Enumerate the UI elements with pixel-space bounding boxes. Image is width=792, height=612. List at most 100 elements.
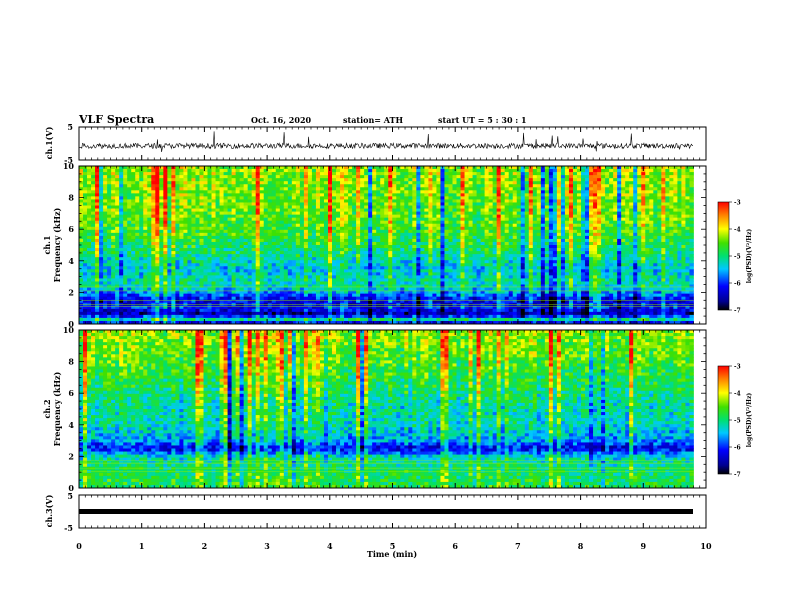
spectrogram-cell <box>303 281 309 285</box>
spectrogram-cell <box>332 320 337 325</box>
spectrogram-cell <box>424 166 429 170</box>
spectrogram-cell <box>207 178 212 182</box>
spectrogram-cell <box>91 175 96 179</box>
spectrogram-cell <box>440 178 445 182</box>
spectrogram-cell <box>295 235 301 240</box>
spectrogram-cell <box>307 217 313 222</box>
spectrogram-cell <box>364 287 369 291</box>
spectrogram-cell <box>287 205 293 209</box>
spectrogram-cell <box>171 287 176 291</box>
spectrogram-cell <box>195 172 200 176</box>
spectrogram-cell <box>307 311 313 316</box>
spectrogram-cell <box>303 269 309 273</box>
spectrogram-cell <box>392 166 397 170</box>
spectrogram-cell <box>263 196 269 200</box>
spectrogram-cell <box>408 187 413 191</box>
spectrogram-cell <box>159 187 164 191</box>
spectrogram-cell <box>167 232 172 237</box>
spectrogram-cell <box>352 238 357 243</box>
spectrogram-cell <box>251 166 257 170</box>
spectrogram-cell <box>223 311 228 316</box>
spectrogram-cell <box>400 308 405 313</box>
spectrogram-cell <box>131 169 136 173</box>
spectrogram-cell <box>295 205 301 209</box>
spectrogram-cell <box>319 269 325 273</box>
spectrogram-cell <box>83 190 88 194</box>
spectrogram-cell <box>187 235 192 240</box>
spectrogram-cell <box>171 308 176 313</box>
spectrogram-cell <box>195 320 200 325</box>
spectrogram-cell <box>231 187 237 191</box>
spectrogram-cell <box>332 251 337 255</box>
spectrogram-cell <box>376 293 381 298</box>
spectrogram-cell <box>139 257 144 261</box>
spectrogram-cell <box>336 254 341 258</box>
spectrogram-cell <box>380 235 385 240</box>
spectrogram-cell <box>388 269 393 273</box>
spectrogram-cell <box>199 211 204 216</box>
spectrogram-cell <box>432 296 437 301</box>
spectrogram-cell <box>203 317 208 322</box>
spectrogram-cell <box>99 205 104 209</box>
spectrogram-cell <box>147 202 152 206</box>
spectrogram-cell <box>111 232 116 237</box>
spectrogram-cell <box>91 263 96 267</box>
spectrogram-cell <box>215 238 220 243</box>
spectrogram-cell <box>287 248 293 252</box>
spectrogram-cell <box>219 196 224 200</box>
spectrogram-cell <box>307 284 313 288</box>
spectrogram-cell <box>408 281 413 285</box>
spectrogram-cell <box>440 278 445 282</box>
spectrogram-cell <box>332 199 337 203</box>
spectrogram-cell <box>255 187 261 191</box>
spectrogram-cell <box>123 311 128 316</box>
spectrogram-cell <box>203 232 208 237</box>
spectrogram-cell <box>251 254 257 258</box>
spectrogram-cell <box>203 257 208 261</box>
spectrogram-cell <box>111 169 116 173</box>
spectrogram-cell <box>344 166 349 170</box>
spectrogram-cell <box>396 205 401 209</box>
spectrogram-cell <box>392 320 397 325</box>
spectrogram-cell <box>171 178 176 182</box>
spectrogram-cell <box>199 269 204 273</box>
spectrogram-cell <box>223 305 228 310</box>
spectrogram-cell <box>416 254 421 258</box>
spectrogram-cell <box>191 226 196 231</box>
spectrogram-cell <box>319 272 325 276</box>
spectrogram-cell <box>432 305 437 310</box>
spectrogram-cell <box>332 226 337 231</box>
spectrogram-cell <box>416 190 421 194</box>
spectrogram-cell <box>171 232 176 237</box>
spectrogram-cell <box>332 260 337 264</box>
spectrogram-cell <box>219 275 224 279</box>
spectrogram-cell <box>211 178 216 182</box>
spectrogram-cell <box>247 187 253 191</box>
spectrogram-cell <box>191 263 196 267</box>
spectrogram-cell <box>211 193 216 197</box>
spectrogram-cell <box>356 208 361 212</box>
spectrogram-cell <box>340 293 345 298</box>
spectrogram-cell <box>328 275 333 279</box>
spectrogram-cell <box>179 217 184 222</box>
spectrogram-cell <box>155 305 160 310</box>
spectrogram-cell <box>376 272 381 276</box>
spectrogram-cell <box>283 220 289 225</box>
spectrogram-cell <box>340 314 345 319</box>
spectrogram-cell <box>95 178 100 182</box>
spectrogram-cell <box>400 190 405 194</box>
spectrogram-cell <box>179 172 184 176</box>
spectrogram-cell <box>360 287 365 291</box>
spectrogram-cell <box>247 178 253 182</box>
spectrogram-cell <box>323 281 329 285</box>
spectrogram-cell <box>211 317 216 322</box>
spectrogram-cell <box>183 260 188 264</box>
spectrogram-cell <box>412 220 417 225</box>
spectrogram-cell <box>404 251 409 255</box>
spectrogram-cell <box>319 232 325 237</box>
spectrogram-cell <box>107 199 112 203</box>
spectrogram-cell <box>340 290 345 295</box>
spectrogram-cell <box>287 187 293 191</box>
spectrogram-cell <box>428 226 433 231</box>
spectrogram-cell <box>151 205 156 209</box>
